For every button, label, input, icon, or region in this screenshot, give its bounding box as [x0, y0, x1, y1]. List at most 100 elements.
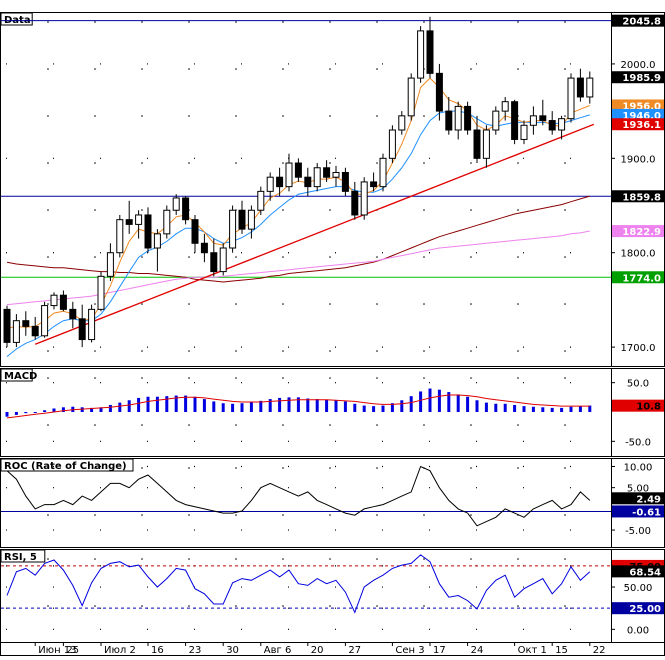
macd-histogram-bar [531, 406, 535, 412]
candle-body [69, 308, 77, 320]
candle-body [285, 162, 293, 188]
price-grid-dot [470, 21, 472, 23]
rsi-grid-dot [517, 605, 519, 607]
macd-histogram-bar [43, 410, 47, 412]
roc-grid [6, 465, 571, 531]
price-grid-dot [188, 68, 190, 70]
macd-histogram-bar [447, 392, 451, 412]
candle-body [464, 105, 472, 131]
macd-histogram-bar [315, 399, 319, 412]
rsi-grid-dot [188, 605, 190, 607]
macd-histogram-bar [503, 403, 507, 412]
roc-grid-dot [376, 514, 378, 516]
price-grid-dot [188, 303, 190, 305]
price-grid-dot [329, 162, 331, 164]
candle-body [219, 247, 227, 273]
macd-histogram-bar [268, 399, 272, 412]
macd-histogram-bar [306, 398, 310, 412]
macd-histogram-bar [513, 404, 517, 412]
macd-histogram-bar [108, 404, 112, 412]
price-grid-dot [188, 115, 190, 117]
macd-grid-dot [94, 377, 96, 379]
macd-histogram-bar [362, 405, 366, 412]
price-grid-dot [470, 209, 472, 211]
price-grid-dot [141, 115, 143, 117]
price-price-tag [612, 118, 664, 131]
price-grid-dot [517, 162, 519, 164]
roc-grid-dot [517, 467, 519, 469]
macd-histogram-bar [588, 405, 592, 412]
price-price-tag [612, 190, 664, 203]
macd-grid-dot [235, 424, 237, 426]
candle-body [511, 101, 519, 140]
roc-tick-label: -5.00 [625, 526, 651, 537]
candle-body [3, 308, 11, 343]
price-grid-dot [376, 303, 378, 305]
roc-grid-dot [235, 467, 237, 469]
price-grid-dot [94, 162, 96, 164]
x-tick-label: 22 [593, 645, 606, 656]
price-grid-dot [141, 350, 143, 352]
macd-histogram-bar [296, 397, 300, 412]
candle-body [276, 176, 284, 188]
candle-body [266, 176, 274, 192]
price-grid-dot [94, 303, 96, 305]
rsi-grid-dot [564, 605, 566, 607]
candle-body [341, 171, 349, 192]
x-tick-label: 23 [189, 645, 202, 656]
price-grid-dot [282, 162, 284, 164]
candle-body [229, 209, 237, 249]
price-grid-dot [423, 303, 425, 305]
macd-histogram-bar [334, 400, 338, 412]
macd-histogram-bar [437, 389, 441, 412]
macd-grid-dot [282, 377, 284, 379]
macd-histogram-bar [202, 399, 206, 412]
price-grid-dot [564, 68, 566, 70]
candle-body [200, 242, 208, 254]
macd-histogram-bar [428, 388, 432, 412]
candle-body [548, 120, 556, 131]
price-grid-dot [517, 350, 519, 352]
price-grid-dot [141, 68, 143, 70]
candle-body [247, 209, 255, 230]
price-grid-dot [47, 303, 49, 305]
price-price-tag-text: 1822.9 [622, 227, 661, 238]
price-grid-dot [141, 209, 143, 211]
price-grid-dot [282, 303, 284, 305]
macd-histogram-bar [541, 407, 545, 412]
price-grid-dot [235, 256, 237, 258]
roc-grid-dot [47, 467, 49, 469]
roc-grid-dot [235, 514, 237, 516]
macd-histogram-bar [80, 407, 84, 412]
candle-body [323, 167, 331, 178]
macd-histogram-bar [484, 402, 488, 412]
price-grid-dot [423, 350, 425, 352]
price-price-tag [612, 271, 664, 284]
macd-histogram-bar [24, 412, 28, 414]
macd-label-box [0, 368, 33, 382]
roc-price-tag-text: -0.61 [632, 507, 661, 518]
roc-panel-label: ROC (Rate of Change) [4, 461, 127, 472]
candle-body [435, 72, 443, 112]
price-grid-dot [329, 303, 331, 305]
price-grid-dot [376, 115, 378, 117]
candle-body [445, 110, 453, 131]
x-tick-label: 27 [348, 645, 361, 656]
roc-grid-dot [188, 514, 190, 516]
candle-body [576, 77, 584, 98]
rsi-panel-label: RSI, 5 [4, 552, 37, 563]
price-grid-dot [94, 21, 96, 23]
macd-grid-dot [564, 377, 566, 379]
macd-grid-dot [188, 424, 190, 426]
x-tick-label: Сен 3 [395, 645, 424, 656]
price-grid-dot [423, 209, 425, 211]
price-grid-dot [517, 209, 519, 211]
price-grid-dot [282, 209, 284, 211]
macd-histogram-bar [118, 402, 122, 412]
price-grid-dot [517, 256, 519, 258]
x-tick-label: 15 [555, 645, 568, 656]
candle-body [12, 320, 20, 343]
roc-grid-dot [470, 514, 472, 516]
rsi-grid-dot [329, 558, 331, 560]
price-grid-dot [517, 303, 519, 305]
